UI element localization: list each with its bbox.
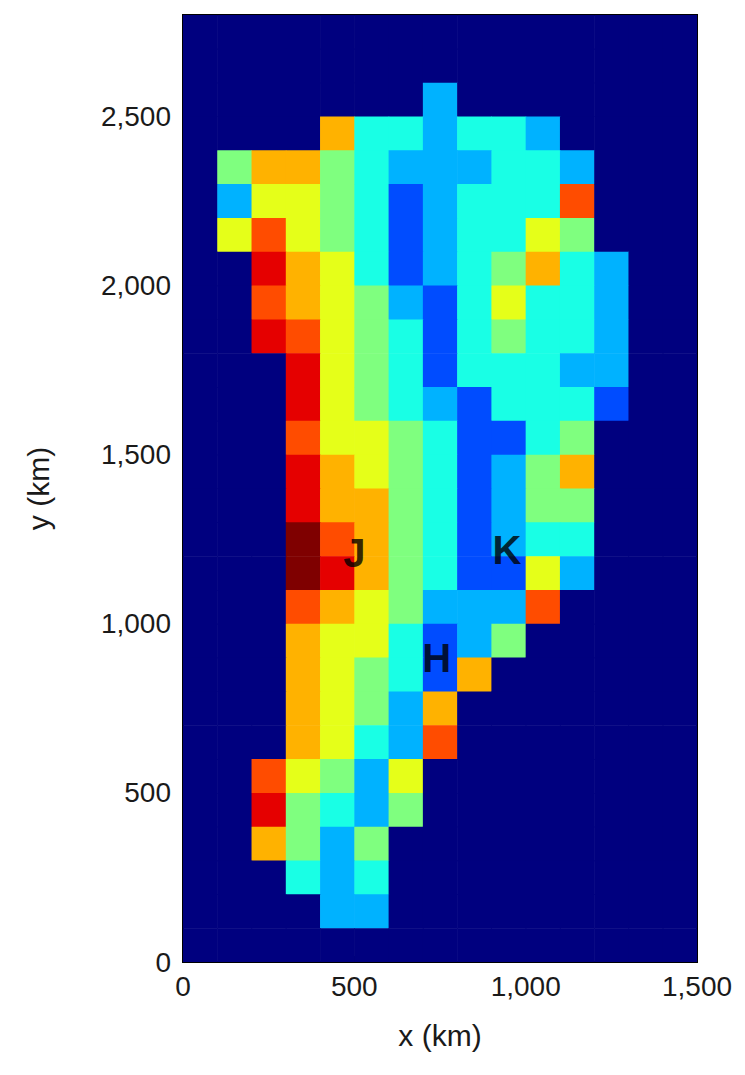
svg-text:2,500: 2,500 — [101, 101, 171, 132]
svg-text:1,000: 1,000 — [491, 971, 561, 1002]
svg-text:1,000: 1,000 — [101, 608, 171, 639]
svg-text:500: 500 — [124, 777, 171, 808]
svg-text:K: K — [492, 528, 521, 572]
svg-text:J: J — [343, 531, 365, 575]
svg-text:2,000: 2,000 — [101, 270, 171, 301]
svg-text:1,500: 1,500 — [101, 439, 171, 470]
svg-text:y (km): y (km) — [22, 447, 55, 530]
svg-text:x (km): x (km) — [398, 1019, 481, 1052]
svg-text:0: 0 — [175, 971, 191, 1002]
svg-text:1,500: 1,500 — [662, 971, 732, 1002]
svg-text:0: 0 — [155, 947, 171, 978]
svg-text:H: H — [422, 636, 451, 680]
svg-text:500: 500 — [331, 971, 378, 1002]
